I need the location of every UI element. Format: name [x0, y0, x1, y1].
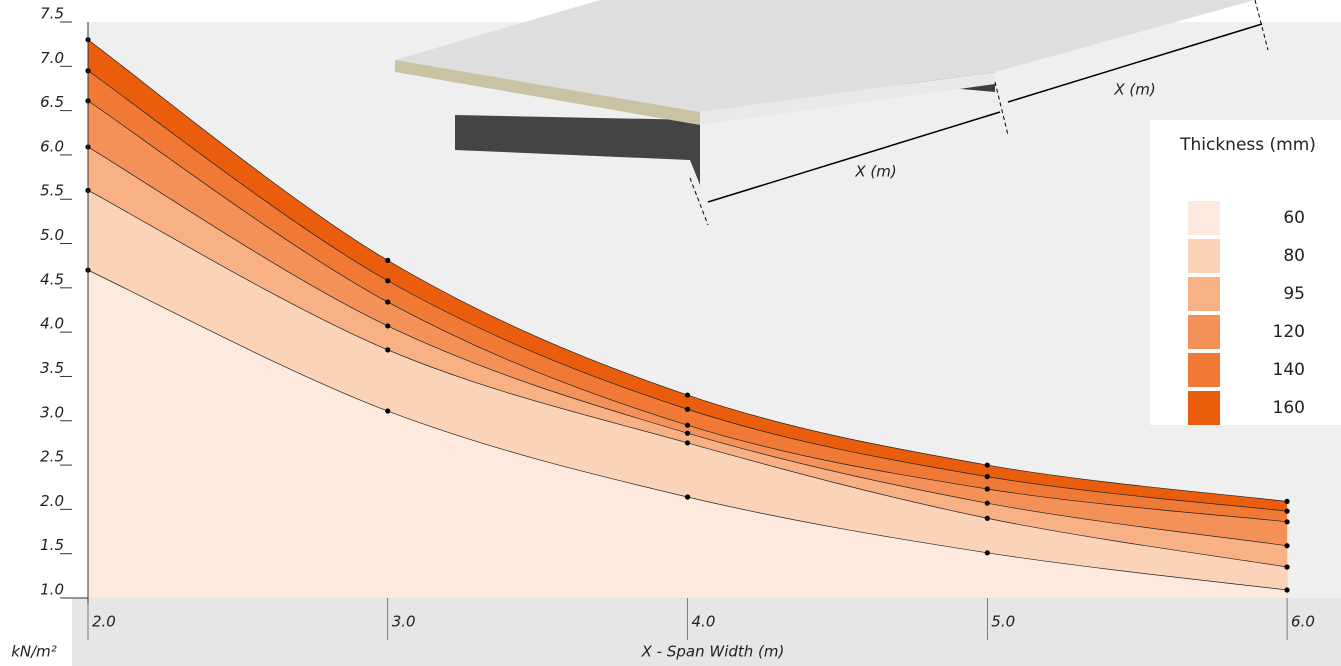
y-tick-label: 3.0 [40, 403, 64, 421]
legend-label: 95 [1283, 284, 1305, 304]
legend-label: 60 [1283, 208, 1305, 228]
legend-box [1150, 120, 1341, 425]
y-axis-label: kN/m² [11, 643, 57, 661]
data-point [685, 440, 690, 445]
y-tick-label: 5.0 [40, 226, 64, 244]
data-point [685, 407, 690, 412]
data-point [1284, 499, 1289, 504]
y-tick-label: 5.5 [40, 182, 64, 200]
legend-label: 80 [1283, 246, 1305, 266]
data-point [385, 408, 390, 413]
x-tick-label: 2.0 [92, 613, 116, 631]
data-point [1284, 543, 1289, 548]
y-tick-label: 7.0 [40, 49, 64, 67]
y-tick-label: 1.5 [40, 536, 64, 554]
data-point [1284, 587, 1289, 592]
data-point [385, 323, 390, 328]
chart: X (m) X (m) Thickness (mm) X - Span Widt… [0, 0, 1341, 666]
data-point [385, 278, 390, 283]
y-tick-label: 4.5 [40, 270, 64, 288]
legend-label: 140 [1273, 360, 1305, 380]
x-tick-label: 5.0 [991, 613, 1015, 631]
legend-swatch [1188, 353, 1220, 387]
legend-title: Thickness (mm) [1179, 135, 1316, 155]
data-point [985, 462, 990, 467]
legend-swatch [1188, 201, 1220, 235]
legend-label: 120 [1273, 322, 1305, 342]
data-point [985, 486, 990, 491]
data-point [685, 392, 690, 397]
data-point [985, 516, 990, 521]
y-tick-label: 6.0 [40, 137, 64, 155]
legend-swatch [1188, 277, 1220, 311]
annotation: X (m) [854, 163, 896, 181]
legend-label: 160 [1273, 398, 1305, 418]
y-tick-label: 1.0 [40, 581, 64, 599]
data-point [385, 258, 390, 263]
data-point [685, 431, 690, 436]
data-point [385, 299, 390, 304]
annotation: X (m) [1113, 81, 1155, 99]
data-point [985, 474, 990, 479]
y-tick-label: 6.5 [40, 93, 64, 111]
data-point [685, 423, 690, 428]
y-tick-label: 3.5 [40, 359, 64, 377]
data-point [1284, 509, 1289, 514]
x-tick-label: 4.0 [692, 613, 716, 631]
x-tick-label: 6.0 [1291, 613, 1315, 631]
data-point [1284, 564, 1289, 569]
data-point [385, 347, 390, 352]
legend-swatch [1188, 391, 1220, 425]
x-axis-label: X - Span Width (m) [641, 643, 785, 661]
y-tick-label: 7.5 [40, 5, 64, 23]
data-point [985, 550, 990, 555]
data-point [685, 494, 690, 499]
y-tick-label: 2.5 [40, 448, 64, 466]
y-tick-label: 4.0 [40, 315, 64, 333]
data-point [1284, 519, 1289, 524]
legend-swatch [1188, 239, 1220, 273]
x-tick-label: 3.0 [392, 613, 416, 631]
legend-swatch [1188, 315, 1220, 349]
y-tick-label: 2.0 [40, 492, 64, 510]
data-point [985, 501, 990, 506]
